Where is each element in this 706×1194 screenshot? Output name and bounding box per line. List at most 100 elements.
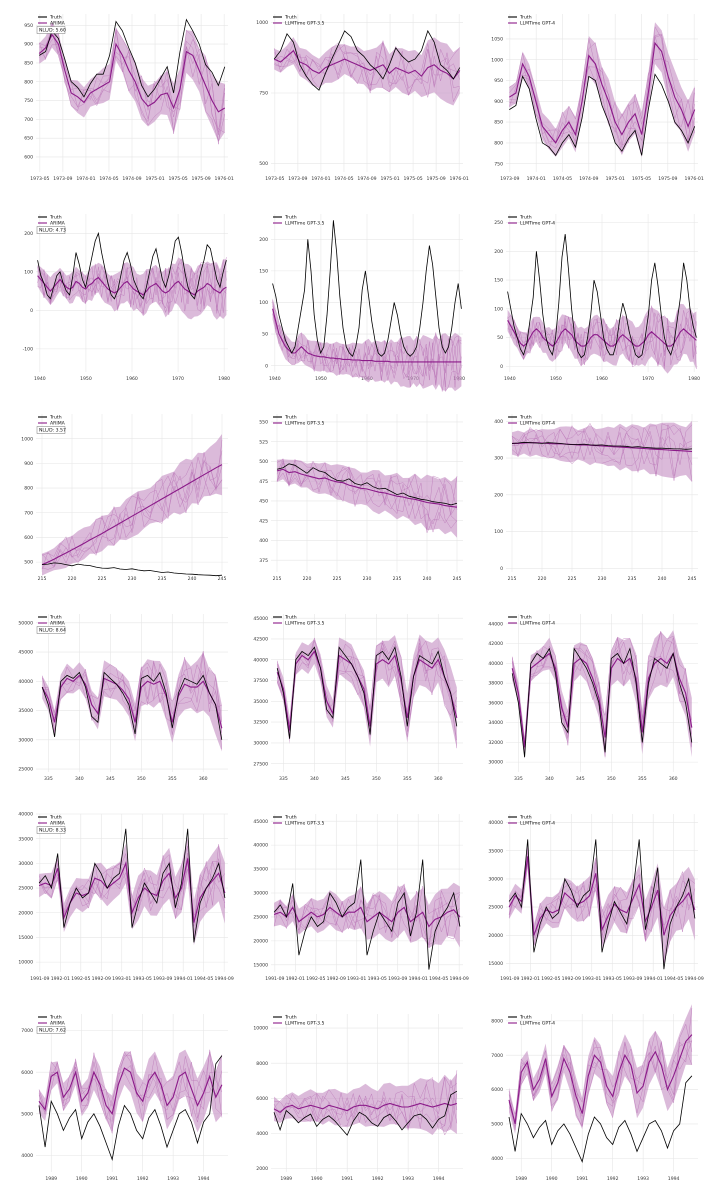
x-tick-label: 1973-09: [288, 176, 307, 182]
x-tick-label: 340: [545, 776, 554, 782]
forecast-median-line: [508, 1034, 693, 1125]
x-tick-label: 1975-05: [632, 176, 651, 182]
x-tick-label: 1975-09: [427, 176, 446, 182]
forecast-sample-line: [511, 423, 693, 465]
truth-line: [38, 1055, 223, 1162]
y-tick-label: 750: [259, 91, 268, 97]
x-tick-label: 1976-01: [685, 176, 704, 182]
truth-line: [272, 220, 462, 357]
y-tick-label: 45000: [253, 819, 268, 825]
x-tick-label: 355: [638, 776, 647, 782]
legend-label: Truth: [49, 815, 62, 821]
truth-line: [276, 463, 458, 506]
x-tick-label: 1970: [172, 376, 184, 382]
forecast-sample-line: [41, 450, 223, 567]
x-tick-label: 1974-09: [357, 176, 376, 182]
x-tick-label: 1974-09: [579, 176, 598, 182]
y-tick-label: 30000: [488, 876, 503, 882]
x-tick-label: 1960: [126, 376, 138, 382]
truth-line: [509, 73, 696, 157]
forecast-panel: 05010015020019401950196019701980TruthLLM…: [259, 214, 465, 393]
x-tick-label: 1974-05: [334, 176, 353, 182]
x-tick-label: 1940: [504, 376, 516, 382]
forecast-sample-line: [511, 631, 693, 757]
forecast-interval-band: [39, 21, 225, 142]
forecast-interval-band: [512, 630, 692, 759]
forecast-interval-band: [509, 844, 695, 964]
y-tick-label: 750: [494, 161, 503, 167]
y-tick-label: 425: [259, 518, 268, 524]
forecast-panel: 500 750 1000 1973-05 1973-09 1974-01 1974-05 19…: [256, 14, 469, 182]
x-tick-label: 1993-09: [153, 976, 172, 982]
y-tick-label: 150: [259, 268, 268, 274]
legend-label: LLMTime GPT-3.5: [285, 821, 325, 827]
nll-box: [36, 426, 66, 434]
y-tick-label: 700: [24, 117, 33, 123]
y-tick-label: 0: [500, 566, 503, 572]
forecast-sample-line: [276, 636, 458, 741]
forecast-interval-band: [277, 634, 457, 749]
x-tick-label: 345: [576, 776, 585, 782]
legend-label: Truth: [284, 15, 297, 21]
x-tick-label: 1994-01: [644, 976, 663, 982]
x-tick-label: 1974-09: [122, 176, 141, 182]
x-tick-label: 1992-09: [92, 976, 111, 982]
forecast-sample-line: [38, 29, 226, 135]
nll-label: NLL/D: 8.33: [39, 828, 66, 834]
x-tick-label: 360: [434, 776, 443, 782]
y-tick-label: 500: [259, 161, 268, 167]
legend-label: ARIMA: [50, 621, 66, 627]
legend-label: Truth: [284, 615, 297, 621]
forecast-sample-line: [273, 1070, 458, 1136]
y-tick-label: 475: [259, 479, 268, 485]
forecast-panel: 25000 30000 35000 40000 45000 50000 335 340 345 3…: [18, 614, 228, 782]
x-tick-label: 1960: [596, 376, 608, 382]
y-tick-label: 850: [494, 120, 503, 126]
forecast-sample-line: [508, 1040, 693, 1130]
legend-label: Truth: [49, 15, 62, 21]
y-tick-label: 25000: [18, 767, 33, 773]
y-tick-label: 37500: [253, 678, 268, 684]
forecast-median-line: [511, 652, 693, 748]
x-tick-label: 1975-01: [145, 176, 164, 182]
forecast-panel: 0 50 100 150 200 250 1940 1950 1960 1970 1980 Truth…: [494, 214, 700, 382]
x-tick-label: 1940: [34, 376, 46, 382]
x-tick-label: 1974-05: [99, 176, 118, 182]
x-tick-label: 1992: [607, 1176, 619, 1182]
x-tick-label: 1994: [198, 1176, 210, 1182]
forecast-sample-line: [38, 856, 226, 927]
y-tick-label: 35000: [253, 867, 268, 873]
truth-line: [273, 859, 461, 970]
y-tick-label: 500: [24, 560, 33, 566]
y-tick-label: 40000: [488, 820, 503, 826]
x-tick-label: 1993-09: [388, 976, 407, 982]
y-tick-label: 1050: [491, 37, 503, 43]
forecast-sample-line: [508, 862, 696, 946]
y-tick-label: 32000: [488, 740, 503, 746]
legend-label: Truth: [49, 615, 62, 621]
forecast-sample-line: [507, 310, 697, 367]
x-tick-label: 1973-05: [265, 176, 284, 182]
y-tick-label: 50: [262, 332, 268, 338]
y-tick-label: 30000: [488, 760, 503, 766]
x-tick-label: 235: [393, 576, 402, 582]
y-tick-label: 7000: [21, 1028, 33, 1034]
x-tick-label: 1976-01: [215, 176, 234, 182]
x-tick-label: 220: [538, 576, 547, 582]
forecast-interval-band: [274, 882, 460, 949]
truth-line: [273, 29, 461, 91]
forecast-sample-line: [273, 888, 461, 945]
y-tick-label: 5000: [491, 1122, 503, 1128]
y-tick-label: 25000: [488, 905, 503, 911]
x-tick-label: 1994-09: [450, 976, 469, 982]
nll-box: [36, 826, 66, 834]
x-tick-label: 345: [106, 776, 115, 782]
legend-label: Truth: [519, 1015, 532, 1021]
forecast-sample-line: [507, 310, 697, 367]
x-tick-label: 1994-09: [685, 976, 704, 982]
forecast-sample-line: [273, 883, 461, 942]
forecast-sample-line: [38, 1054, 223, 1132]
